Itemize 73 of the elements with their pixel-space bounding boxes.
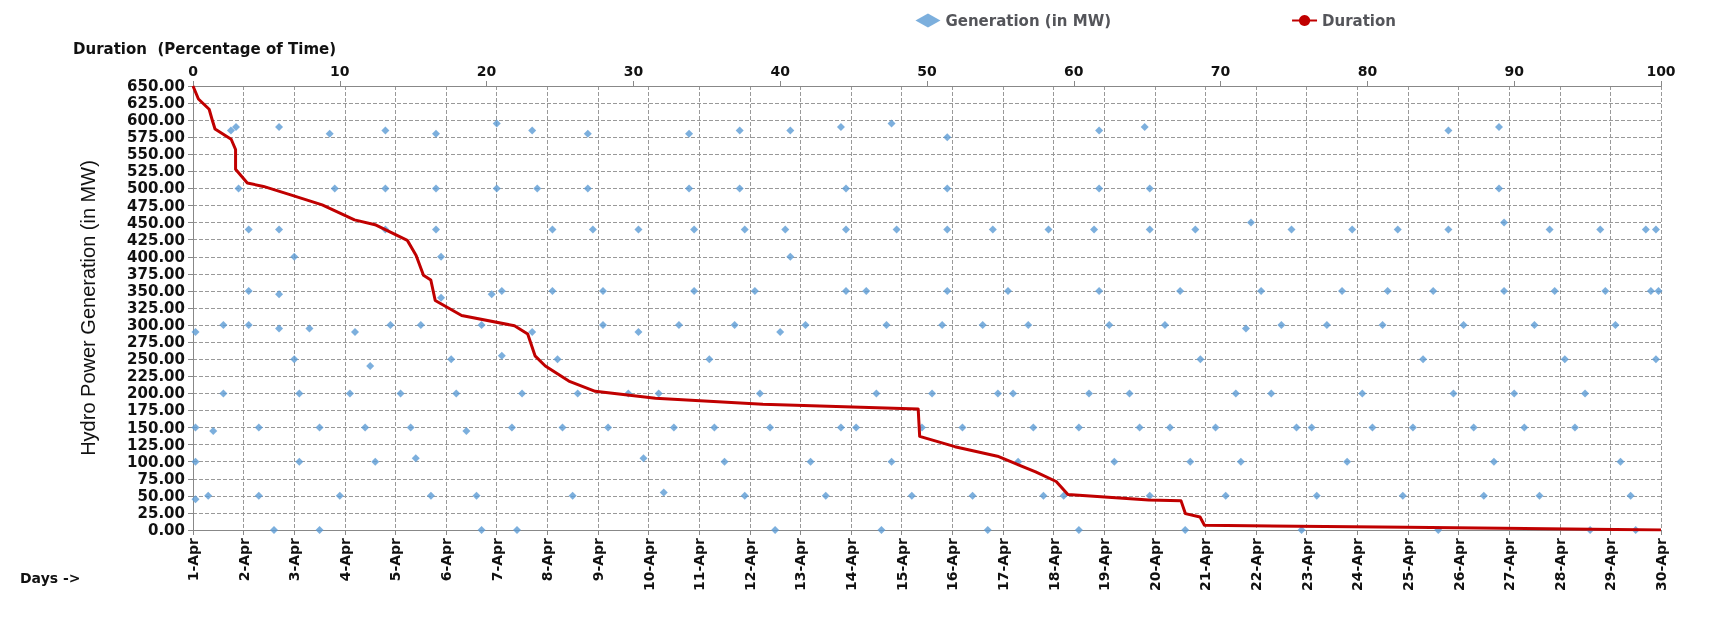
x-tick-label: 2-Apr	[235, 537, 252, 582]
y-axis-title: Hydro Power Generation (in MW)	[77, 160, 99, 456]
y-tick-label: 300.00	[127, 316, 185, 335]
y-tick-label: 475.00	[127, 196, 185, 215]
x-tick-label: 3-Apr	[286, 537, 303, 582]
x-tick-label: 19-Apr	[1096, 537, 1113, 592]
x2-tick-label: 60	[1064, 63, 1084, 79]
x-tick-label: 24-Apr	[1349, 537, 1366, 592]
x-tick-label: 1-Apr	[185, 537, 201, 582]
y-tick-label: 200.00	[127, 384, 185, 403]
x-tick-label: 15-Apr	[893, 537, 910, 592]
legend-label: Generation (in MW)	[945, 11, 1112, 30]
x-tick-label: 23-Apr	[1298, 537, 1315, 592]
x-tick-label: 13-Apr	[792, 537, 809, 592]
y-tick-label: 400.00	[127, 247, 185, 266]
y-tick-label: 50.00	[137, 486, 185, 505]
x-tick-label: 9-Apr	[589, 537, 606, 582]
y-tick-label: 275.00	[127, 333, 185, 352]
x-tick-label: 30-Apr	[1653, 537, 1669, 592]
y-tick-label: 250.00	[127, 350, 185, 369]
x2-tick-label: 0	[188, 63, 199, 79]
y-tick-label: 375.00	[127, 264, 185, 283]
x-tick-label: 29-Apr	[1602, 537, 1619, 592]
x-tick-label: 10-Apr	[640, 537, 657, 592]
x-tick-label: 11-Apr	[691, 537, 708, 592]
x-tick-label: 6-Apr	[438, 537, 455, 582]
legend-label: Duration	[1322, 11, 1397, 30]
y-tick-label: 100.00	[127, 452, 185, 471]
x-tick-label: 12-Apr	[741, 537, 758, 592]
y-tick-label: 125.00	[127, 435, 185, 454]
x-tick-label: 4-Apr	[336, 537, 353, 582]
y-tick-label: 350.00	[127, 281, 185, 300]
y-tick-label: 525.00	[127, 162, 185, 181]
x2-tick-label: 30	[623, 63, 644, 79]
y-tick-label: 575.00	[127, 128, 185, 147]
x2-tick-label: 90	[1504, 63, 1525, 79]
x-tick-label: 14-Apr	[843, 537, 860, 592]
x-tick-label: 25-Apr	[1399, 537, 1416, 592]
x-tick-label: 18-Apr	[1045, 537, 1062, 592]
y-tick-label: 150.00	[127, 418, 185, 437]
x-tick-label: 17-Apr	[994, 537, 1011, 592]
x2-axis-title: Duration (Percentage of Time)	[73, 39, 337, 58]
y-tick-label: 175.00	[127, 401, 185, 420]
y-tick-label: 25.00	[137, 503, 185, 522]
x-tick-label: 26-Apr	[1450, 537, 1467, 592]
y-tick-label: 225.00	[127, 367, 185, 386]
y-tick-label: 450.00	[127, 213, 185, 232]
x-tick-label: 5-Apr	[387, 537, 404, 582]
x-tick-label: 8-Apr	[539, 537, 556, 582]
y-tick-label: 325.00	[127, 299, 185, 317]
y-tick-label: 425.00	[127, 230, 185, 249]
x2-tick-label: 100	[1646, 63, 1676, 79]
y-tick-label: 0.00	[147, 521, 185, 539]
x-tick-label: 22-Apr	[1248, 537, 1265, 592]
y-tick-label: 500.00	[127, 179, 185, 198]
y-tick-label: 625.00	[127, 94, 185, 113]
y-tick-label: 550.00	[127, 145, 185, 164]
x-tick-label: 28-Apr	[1551, 537, 1568, 592]
y-tick-label: 75.00	[137, 469, 185, 488]
x2-tick-label: 10	[330, 63, 350, 79]
x-tick-label: 7-Apr	[488, 537, 505, 582]
x2-tick-label: 20	[476, 63, 497, 79]
y-tick-label: 650.00	[127, 77, 185, 95]
x-tick-label: 20-Apr	[1146, 537, 1163, 592]
x2-tick-label: 70	[1210, 63, 1231, 79]
x-tick-label: 16-Apr	[944, 537, 961, 592]
x-tick-label: 21-Apr	[1197, 537, 1214, 592]
x2-tick-label: 40	[770, 63, 791, 79]
x2-tick-label: 80	[1357, 63, 1378, 79]
x-tick-label: 27-Apr	[1501, 537, 1518, 592]
y-tick-label: 600.00	[127, 111, 185, 130]
x-axis-title: Days ->	[20, 570, 81, 586]
x2-tick-label: 50	[917, 63, 937, 79]
